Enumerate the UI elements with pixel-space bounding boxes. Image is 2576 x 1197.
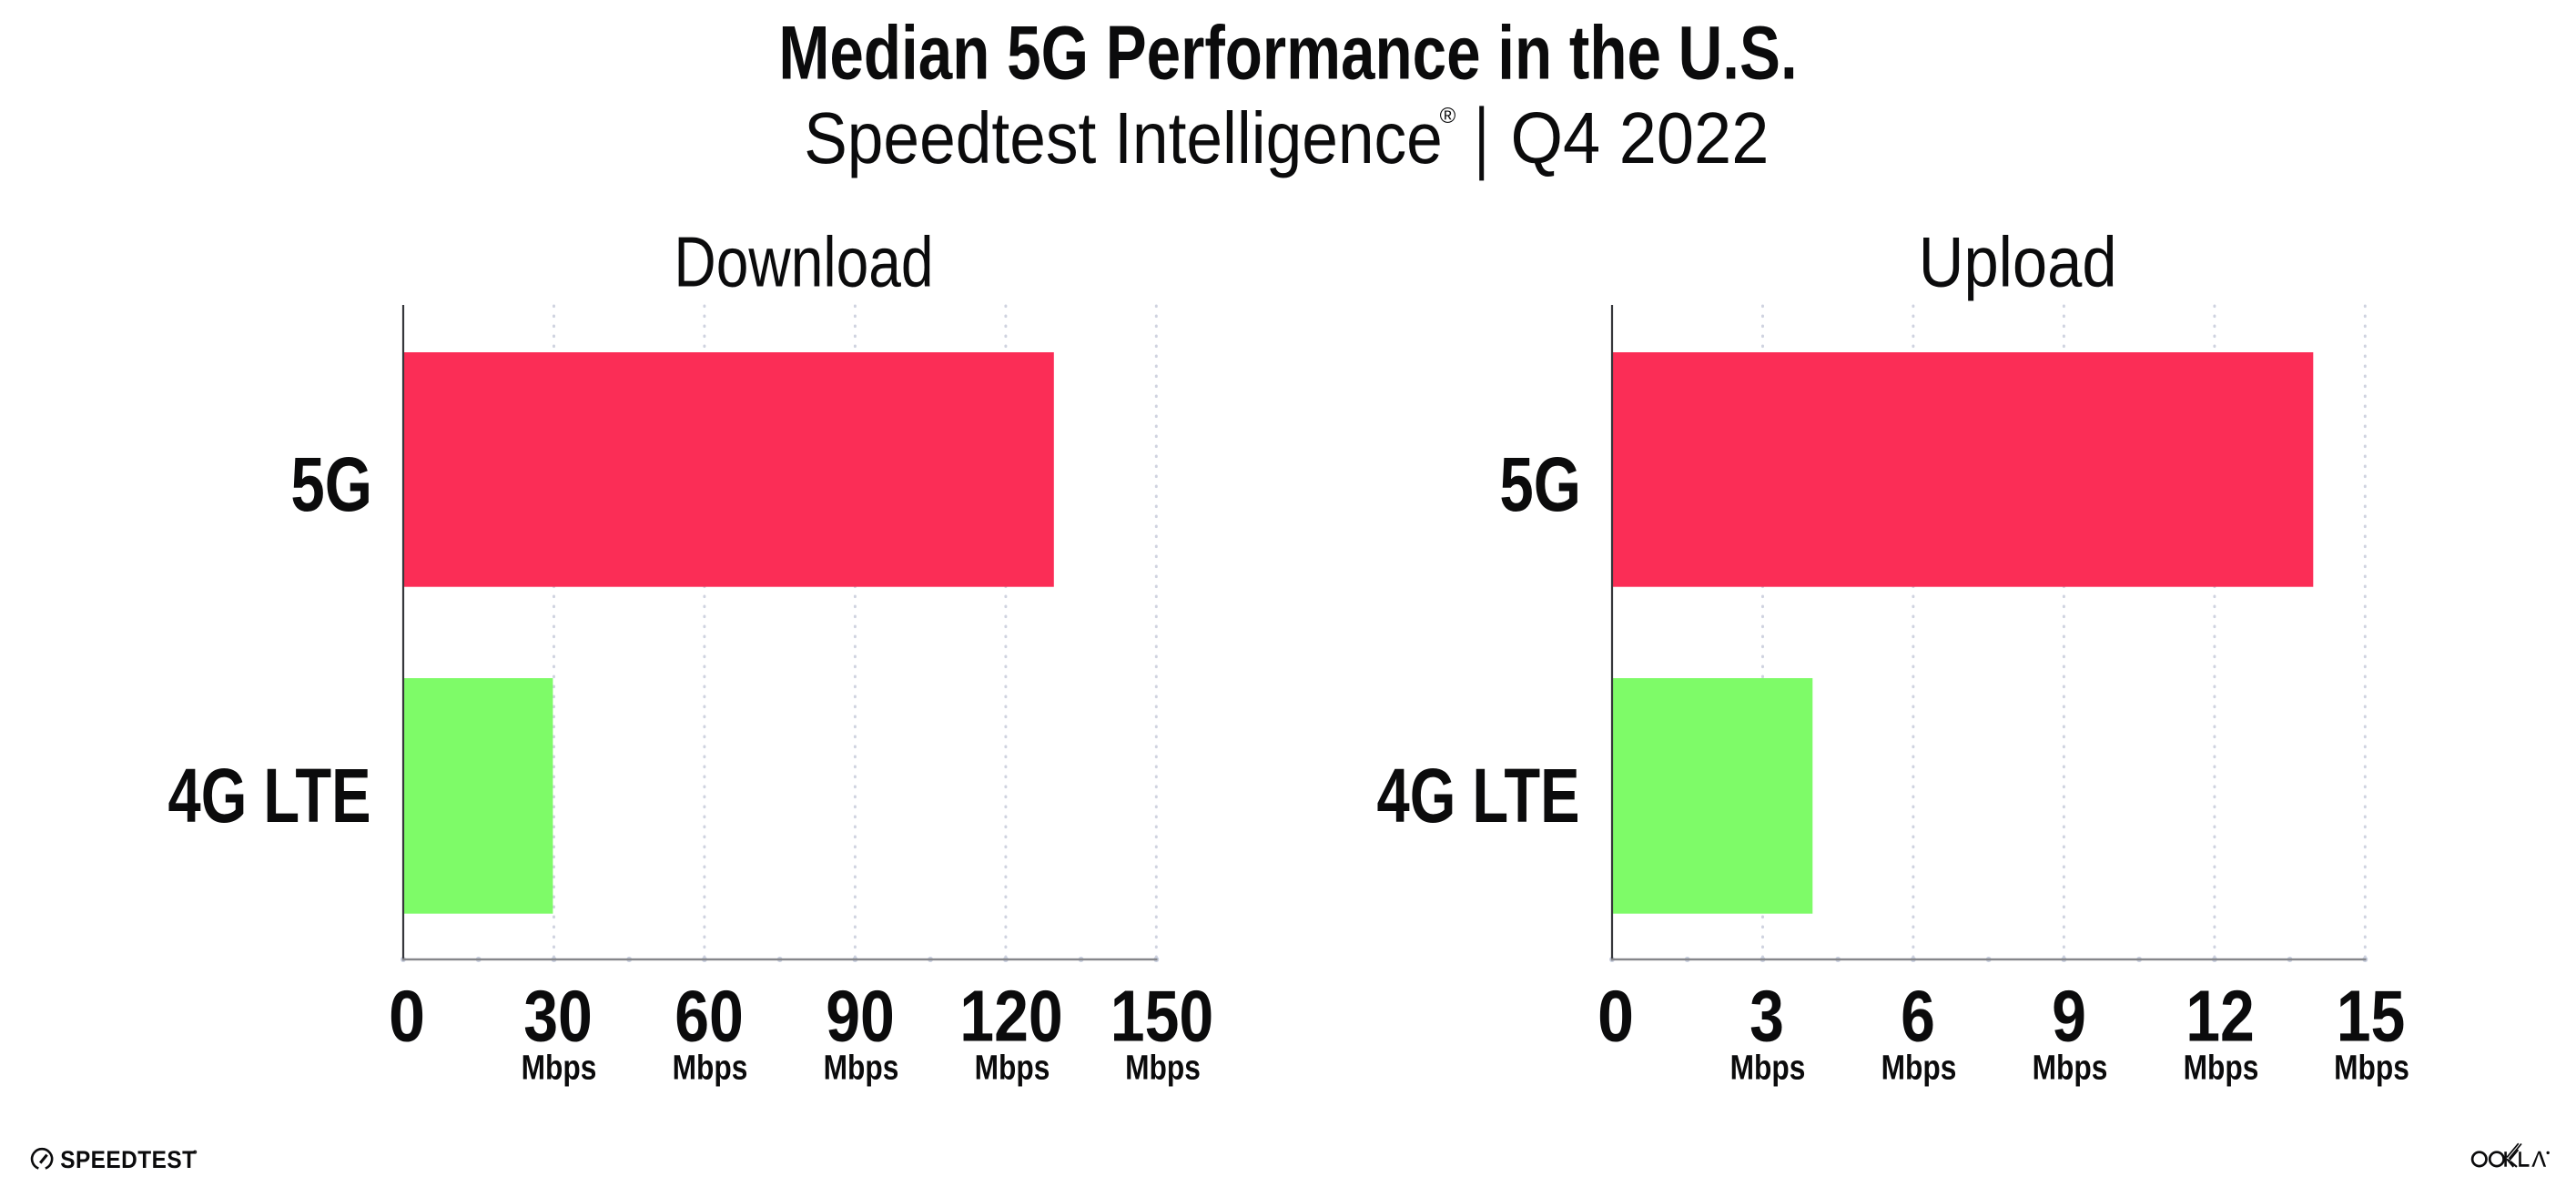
svg-text:15: 15: [2337, 975, 2406, 1056]
svg-text:9: 9: [2052, 975, 2086, 1056]
svg-text:12: 12: [2186, 975, 2255, 1056]
svg-text:Mbps: Mbps: [824, 1049, 899, 1087]
svg-text:6: 6: [1901, 975, 1935, 1056]
svg-text:Mbps: Mbps: [2334, 1049, 2409, 1087]
svg-text:120: 120: [959, 975, 1062, 1056]
svg-text:Mbps: Mbps: [673, 1049, 748, 1087]
svg-text:Q4 2022: Q4 2022: [1511, 97, 1770, 178]
svg-text:Mbps: Mbps: [522, 1049, 597, 1087]
svg-text:60: 60: [674, 975, 744, 1056]
svg-text:Speedtest Intelligence: Speedtest Intelligence: [804, 97, 1443, 179]
svg-text:Mbps: Mbps: [1881, 1049, 1957, 1087]
svg-text:0: 0: [1597, 976, 1634, 1057]
svg-text:SPEEDTEST: SPEEDTEST: [60, 1147, 196, 1173]
svg-text:5G: 5G: [290, 442, 372, 528]
svg-text:150: 150: [1111, 975, 1213, 1056]
svg-text:Mbps: Mbps: [1125, 1049, 1201, 1087]
svg-text:Mbps: Mbps: [2184, 1049, 2259, 1087]
svg-text:Download: Download: [674, 222, 933, 301]
svg-text:Mbps: Mbps: [1730, 1049, 1806, 1087]
svg-text:30: 30: [523, 975, 593, 1056]
svg-text:4G LTE: 4G LTE: [168, 753, 371, 838]
svg-text:90: 90: [826, 975, 895, 1056]
svg-text:4G LTE: 4G LTE: [1377, 753, 1580, 838]
svg-text:Mbps: Mbps: [975, 1049, 1050, 1087]
svg-text:Mbps: Mbps: [2033, 1049, 2108, 1087]
svg-text:Upload: Upload: [1919, 221, 2117, 301]
svg-text:0: 0: [389, 976, 425, 1057]
svg-text:5G: 5G: [1499, 442, 1581, 528]
svg-text:®: ®: [1440, 104, 1456, 128]
svg-text:Median 5G Performance in the U: Median 5G Performance in the U.S.: [778, 10, 1797, 96]
svg-text:3: 3: [1749, 975, 1784, 1056]
